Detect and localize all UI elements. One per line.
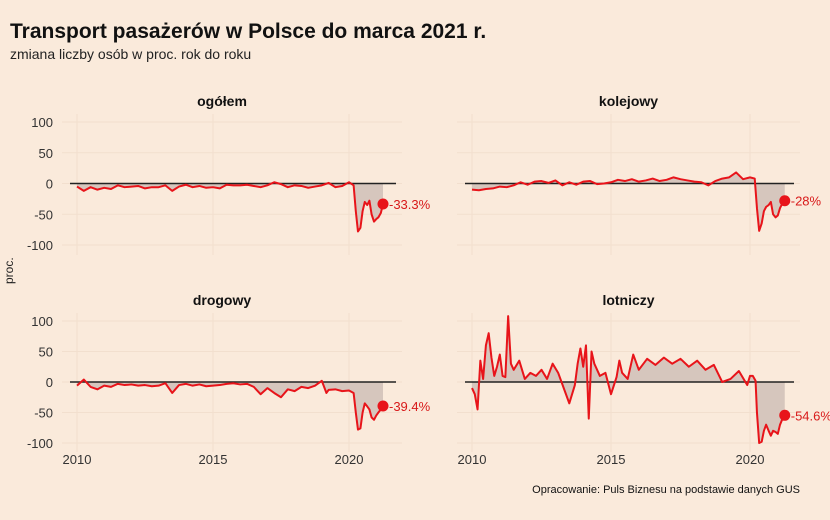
x-tick-label: 2020	[335, 452, 364, 467]
y-tick-label: 50	[39, 146, 53, 161]
end-value-label: -39.4%	[389, 399, 431, 414]
facet-title: lotniczy	[602, 292, 654, 308]
x-tick-label: 2010	[63, 452, 92, 467]
end-point	[779, 195, 791, 207]
y-tick-label: 0	[46, 177, 53, 192]
x-tick-label: 2020	[736, 452, 765, 467]
y-tick-label: -100	[27, 436, 53, 451]
chart-title: Transport pasażerów w Polsce do marca 20…	[10, 20, 487, 43]
end-point	[779, 409, 791, 421]
y-tick-label: -100	[27, 238, 53, 253]
series-line	[76, 181, 384, 233]
y-tick-label: -50	[34, 207, 53, 222]
facet-title: kolejowy	[599, 93, 658, 109]
y-tick-label: 0	[46, 375, 53, 390]
series-line	[76, 378, 384, 431]
facet-title: ogółem	[197, 93, 247, 109]
source-caption: Opracowanie: Puls Biznesu na podstawie d…	[532, 484, 800, 496]
x-tick-label: 2015	[597, 452, 626, 467]
x-tick-label: 2015	[199, 452, 228, 467]
y-tick-label: 100	[31, 314, 53, 329]
area-fill	[472, 172, 785, 231]
end-value-label: -54.6%	[791, 408, 830, 423]
end-value-label: -33.3%	[389, 197, 431, 212]
facet-title: drogowy	[193, 292, 252, 308]
end-value-label: -28%	[791, 194, 822, 209]
y-tick-label: 100	[31, 115, 53, 130]
y-tick-label: 50	[39, 345, 53, 360]
end-point	[377, 198, 389, 210]
area-fill	[77, 379, 383, 430]
area-fill	[77, 182, 383, 232]
y-tick-label: -50	[34, 406, 53, 421]
series-line	[471, 171, 786, 232]
chart-subtitle: zmiana liczby osób w proc. rok do roku	[10, 46, 252, 62]
end-point	[377, 400, 389, 412]
x-tick-label: 2010	[458, 452, 487, 467]
series-line	[471, 315, 786, 444]
